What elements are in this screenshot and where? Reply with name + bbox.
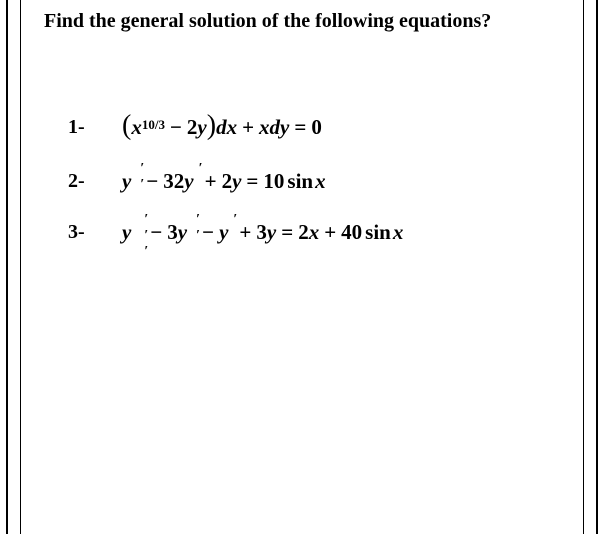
equals-op: = <box>289 115 311 140</box>
y-double-prime: y ′′ <box>178 220 197 245</box>
minus-op: − <box>145 220 167 245</box>
zero: 0 <box>311 115 322 140</box>
xdy: xdy <box>259 115 289 140</box>
plus-op: + <box>319 220 341 245</box>
coef-2: 2 <box>222 169 233 193</box>
equation-2: 2- y ′′ − 32 y ′ + 2y = 10 sin x <box>40 169 580 194</box>
equation-number: 1- <box>68 116 122 139</box>
equation-1: 1- ( x 10/3 − 2y ) dx + xdy = 0 <box>40 111 580 143</box>
equation-body: ( x 10/3 − 2y ) dx + xdy = 0 <box>122 111 322 143</box>
exponent: 10/3 <box>142 117 165 133</box>
equation-3: 3- y ′′′ − 3 y ′′ − y ′ + 3y = 2x + 40 s… <box>40 220 580 245</box>
coef-10: 10 <box>263 169 284 194</box>
minus-op: − <box>197 220 219 245</box>
minus-op: − <box>141 169 163 194</box>
coef-2: 2 <box>187 115 198 139</box>
page-title: Find the general solution of the followi… <box>40 10 580 33</box>
document-content: Find the general solution of the followi… <box>40 10 580 271</box>
left-paren: ( <box>122 110 131 142</box>
y-triple-prime: y ′′′ <box>122 220 145 245</box>
y-prime: y ′ <box>219 220 234 245</box>
y-double-prime: y ′′ <box>122 169 141 194</box>
equals-op: = <box>241 169 263 194</box>
var-y: y <box>197 115 206 139</box>
var-x: x <box>315 169 326 194</box>
coef-2: 2 <box>298 220 309 244</box>
dx: dx <box>216 115 237 140</box>
right-paren: ) <box>207 110 216 142</box>
y-prime: y ′ <box>184 169 199 194</box>
var-y: y <box>267 220 276 244</box>
coef-40: 40 <box>341 220 362 245</box>
var-x: x <box>309 220 320 244</box>
coef-32: 32 <box>163 169 184 194</box>
var-x: x <box>393 220 404 245</box>
equation-body: y ′′ − 32 y ′ + 2y = 10 sin x <box>122 169 326 194</box>
equation-number: 3- <box>68 221 122 244</box>
equation-number: 2- <box>68 170 122 193</box>
var-x: x <box>131 115 142 140</box>
coef-3: 3 <box>167 220 178 245</box>
plus-op: + <box>200 169 222 194</box>
plus-op: + <box>234 220 256 245</box>
plus-op: + <box>237 115 259 140</box>
equation-body: y ′′′ − 3 y ′′ − y ′ + 3y = 2x + 40 sin … <box>122 220 403 245</box>
minus-op: − <box>165 115 187 140</box>
sin-fn: sin <box>362 220 393 245</box>
var-y: y <box>232 169 241 193</box>
sin-fn: sin <box>284 169 315 194</box>
equals-op: = <box>276 220 298 245</box>
coef-3: 3 <box>256 220 267 244</box>
